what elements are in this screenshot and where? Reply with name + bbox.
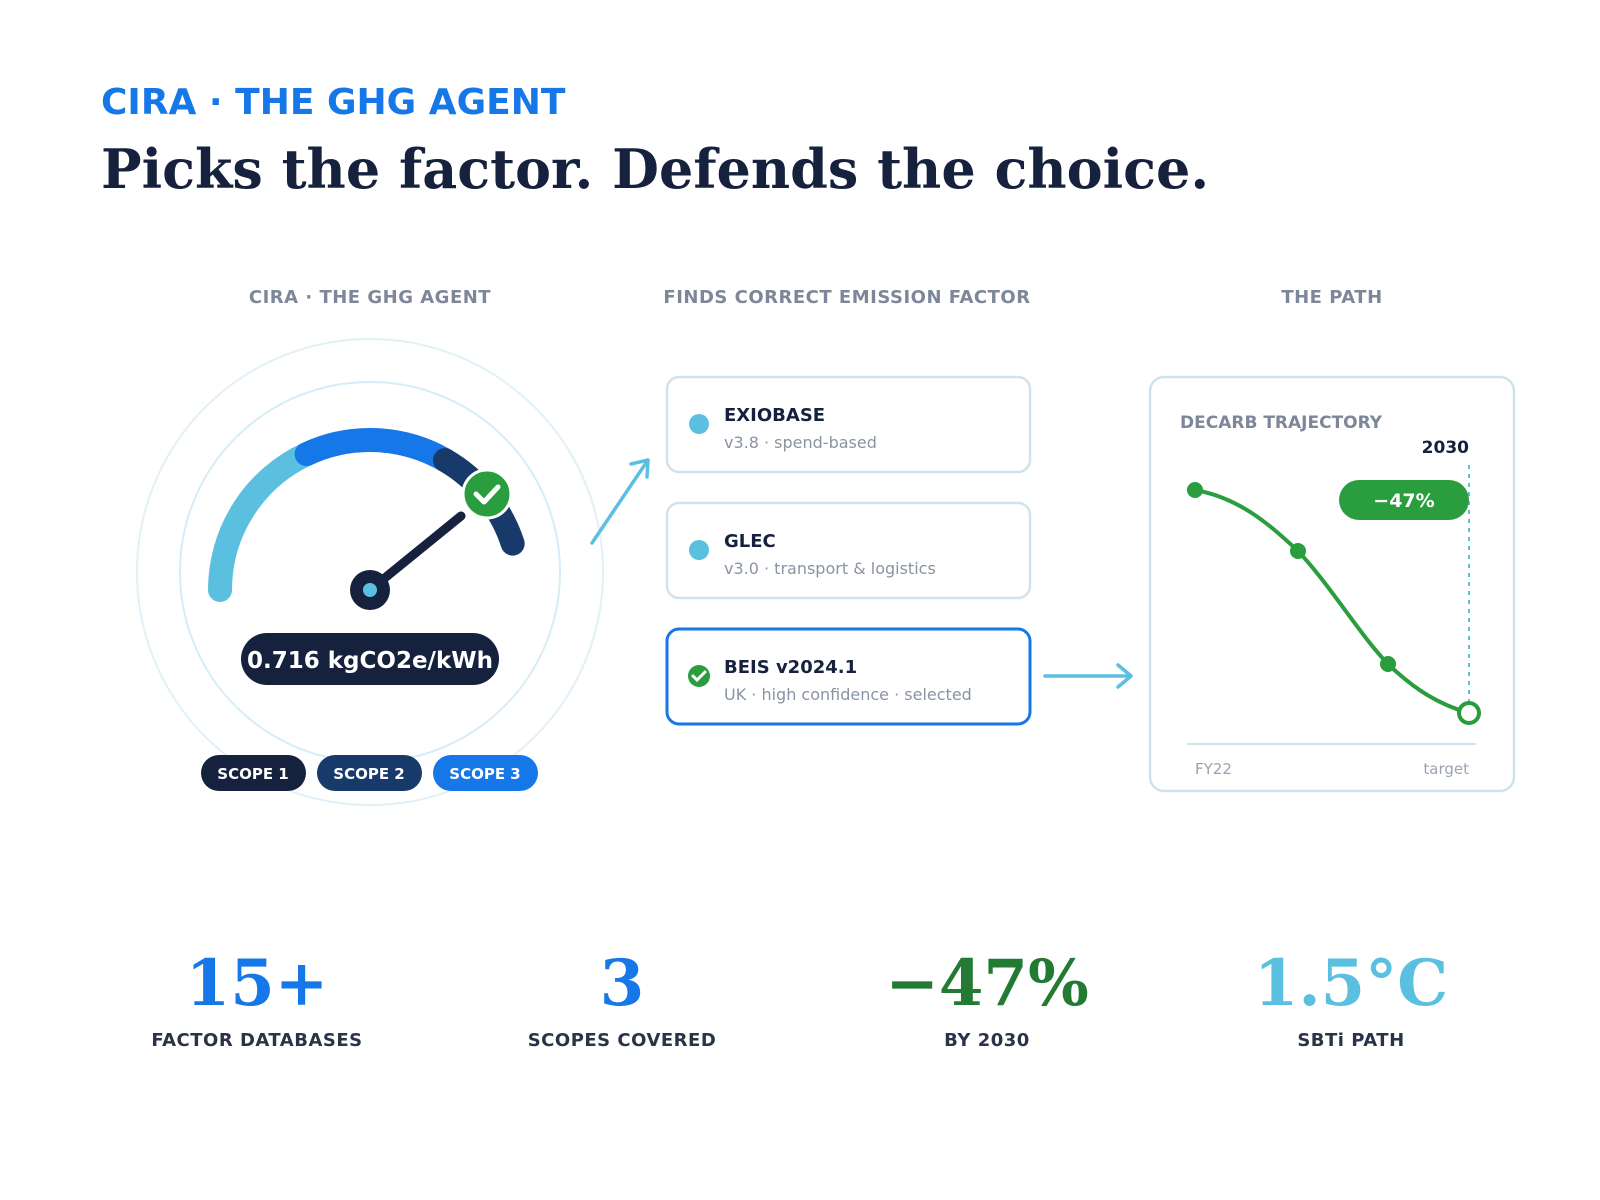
stat-value: 3: [600, 946, 645, 1021]
stat-label: FACTOR DATABASES: [151, 1030, 362, 1051]
factor-name: EXIOBASE: [724, 405, 825, 426]
factor-name: BEIS v2024.1: [724, 657, 857, 678]
panel-label: THE PATH: [1281, 287, 1382, 308]
x-label: FY22: [1195, 760, 1232, 778]
stat-label: BY 2030: [944, 1030, 1030, 1051]
stat-value: 15+: [186, 946, 329, 1021]
scope-pill: SCOPE 1: [217, 765, 288, 783]
factor-cards: EXIOBASE v3.8 · spend-based GLEC v3.0 · …: [665, 375, 1032, 726]
scope-pill: SCOPE 2: [333, 765, 404, 783]
gauge-reading: 0.716 kgCO2e/kWh: [247, 648, 493, 674]
card-title: DECARB TRAJECTORY: [1180, 413, 1383, 433]
factor-detail: v3.8 · spend-based: [724, 433, 877, 452]
gauge: 0.716 kgCO2e/kWh SCOPE 1 SCOPE 2 SCOPE 3: [136, 338, 604, 806]
stat-label: SBTi PATH: [1297, 1030, 1404, 1051]
factor-detail: v3.0 · transport & logistics: [724, 559, 936, 578]
badge: −47%: [1373, 490, 1434, 512]
x-label: target: [1423, 760, 1469, 778]
eyebrow: CIRA · THE GHG AGENT: [101, 82, 566, 123]
target-year: 2030: [1422, 438, 1469, 458]
headline: Picks the factor. Defends the choice.: [101, 137, 1209, 201]
stat-value: −47%: [885, 946, 1089, 1021]
panel-label: FINDS CORRECT EMISSION FACTOR: [663, 287, 1030, 308]
factor-detail: UK · high confidence · selected: [724, 685, 972, 704]
factor-name: GLEC: [724, 531, 776, 552]
arrows: [590, 458, 1133, 689]
panel-label: CIRA · THE GHG AGENT: [249, 287, 491, 308]
stat-value: 1.5°C: [1254, 946, 1448, 1021]
scope-pill: SCOPE 3: [449, 765, 520, 783]
stat-label: SCOPES COVERED: [528, 1030, 717, 1051]
trajectory-card: DECARB TRAJECTORY 2030 −47% FY22 target: [1148, 375, 1516, 793]
stats: 15+ FACTOR DATABASES 3 SCOPES COVERED −4…: [151, 946, 1448, 1051]
